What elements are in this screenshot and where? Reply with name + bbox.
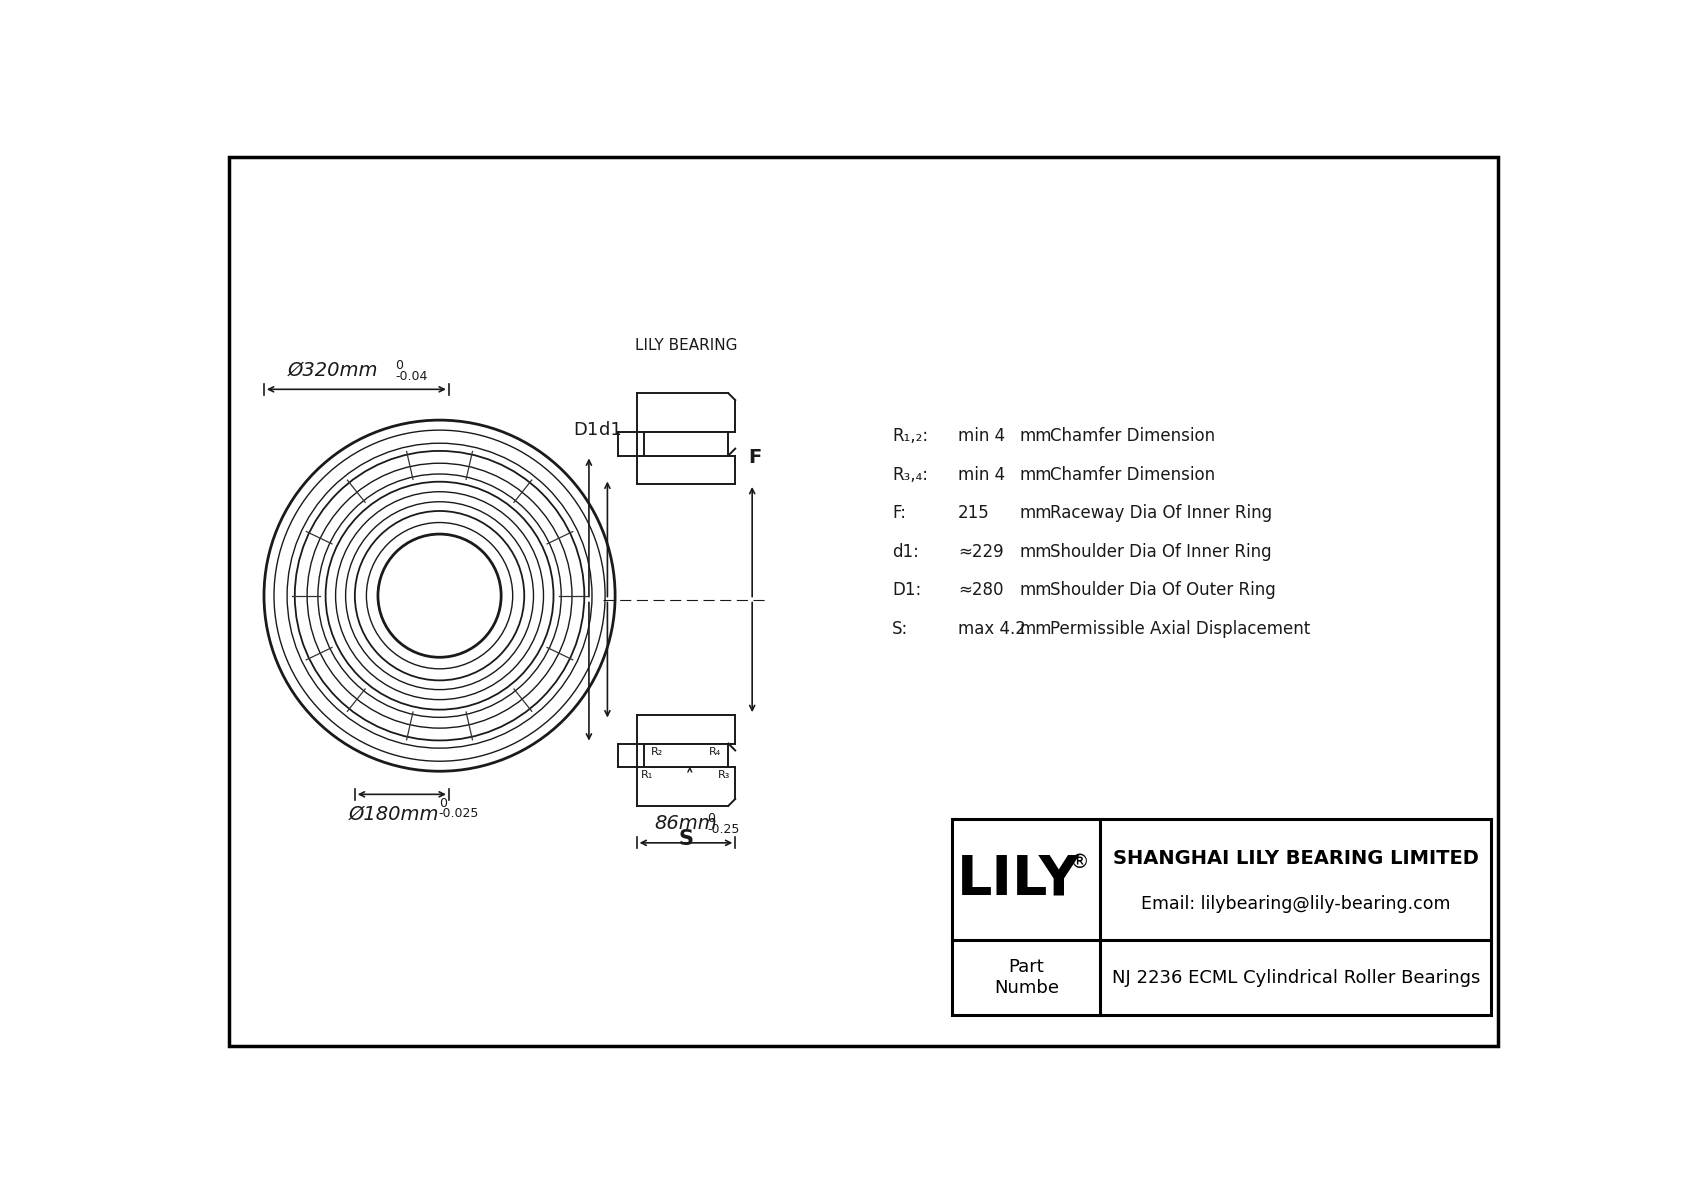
Text: d1:: d1: [893,543,919,561]
Text: d1: d1 [600,420,621,438]
Text: D1: D1 [573,420,598,438]
Text: max 4.2: max 4.2 [958,619,1026,638]
Text: SHANGHAI LILY BEARING LIMITED: SHANGHAI LILY BEARING LIMITED [1113,849,1479,868]
Text: 0: 0 [394,360,402,373]
Bar [953,819,1492,1016]
Text: 0: 0 [440,797,446,810]
Polygon shape [1054,879,1270,954]
Text: 86mm: 86mm [655,813,717,833]
Text: NJ 2236 ECML Cylindrical Roller Bearings: NJ 2236 ECML Cylindrical Roller Bearings [1111,968,1480,986]
Text: 0: 0 [707,812,716,825]
Text: Permissible Axial Displacement: Permissible Axial Displacement [1051,619,1310,638]
Text: LILY BEARING: LILY BEARING [635,338,738,353]
Text: 215: 215 [958,504,990,523]
Text: R₁,₂:: R₁,₂: [893,428,928,445]
Text: -0.25: -0.25 [707,823,739,836]
Text: -0.04: -0.04 [394,370,428,384]
Text: min 4: min 4 [958,466,1005,484]
Text: ≈280: ≈280 [958,581,1004,599]
Text: F: F [749,448,761,467]
Ellipse shape [1118,890,1206,908]
Text: R₁: R₁ [642,771,653,780]
Text: mm: mm [1019,504,1052,523]
Text: Chamfer Dimension: Chamfer Dimension [1051,428,1216,445]
Polygon shape [1132,891,1192,919]
Bar [645,743,727,767]
Text: mm: mm [1019,466,1052,484]
Text: min 4: min 4 [958,428,1005,445]
Text: Shoulder Dia Of Outer Ring: Shoulder Dia Of Outer Ring [1051,581,1276,599]
Text: mm: mm [1019,619,1052,638]
Text: R₃: R₃ [719,771,731,780]
Text: Ø180mm: Ø180mm [349,804,440,823]
Text: R₄: R₄ [709,747,721,756]
Text: F:: F: [893,504,906,523]
Ellipse shape [1132,891,1192,903]
Text: D1:: D1: [893,581,921,599]
Text: mm: mm [1019,543,1052,561]
Text: mm: mm [1019,581,1052,599]
Text: ®: ® [1069,853,1088,872]
Text: ≈229: ≈229 [958,543,1004,561]
Ellipse shape [1054,874,1270,922]
Text: R₃,₄:: R₃,₄: [893,466,928,484]
Text: R₂: R₂ [650,747,663,756]
Text: mm: mm [1019,428,1052,445]
Text: Raceway Dia Of Inner Ring: Raceway Dia Of Inner Ring [1051,504,1273,523]
Text: Chamfer Dimension: Chamfer Dimension [1051,466,1216,484]
Text: LILY: LILY [957,853,1079,906]
Text: S: S [679,829,694,849]
Text: Email: lilybearing@lily-bearing.com: Email: lilybearing@lily-bearing.com [1142,894,1450,912]
Text: Part
Numbe: Part Numbe [994,959,1059,997]
Bar [645,431,727,455]
Text: -0.025: -0.025 [440,807,480,821]
Text: Shoulder Dia Of Inner Ring: Shoulder Dia Of Inner Ring [1051,543,1271,561]
Text: Ø320mm: Ø320mm [288,361,379,380]
Text: S:: S: [893,619,909,638]
